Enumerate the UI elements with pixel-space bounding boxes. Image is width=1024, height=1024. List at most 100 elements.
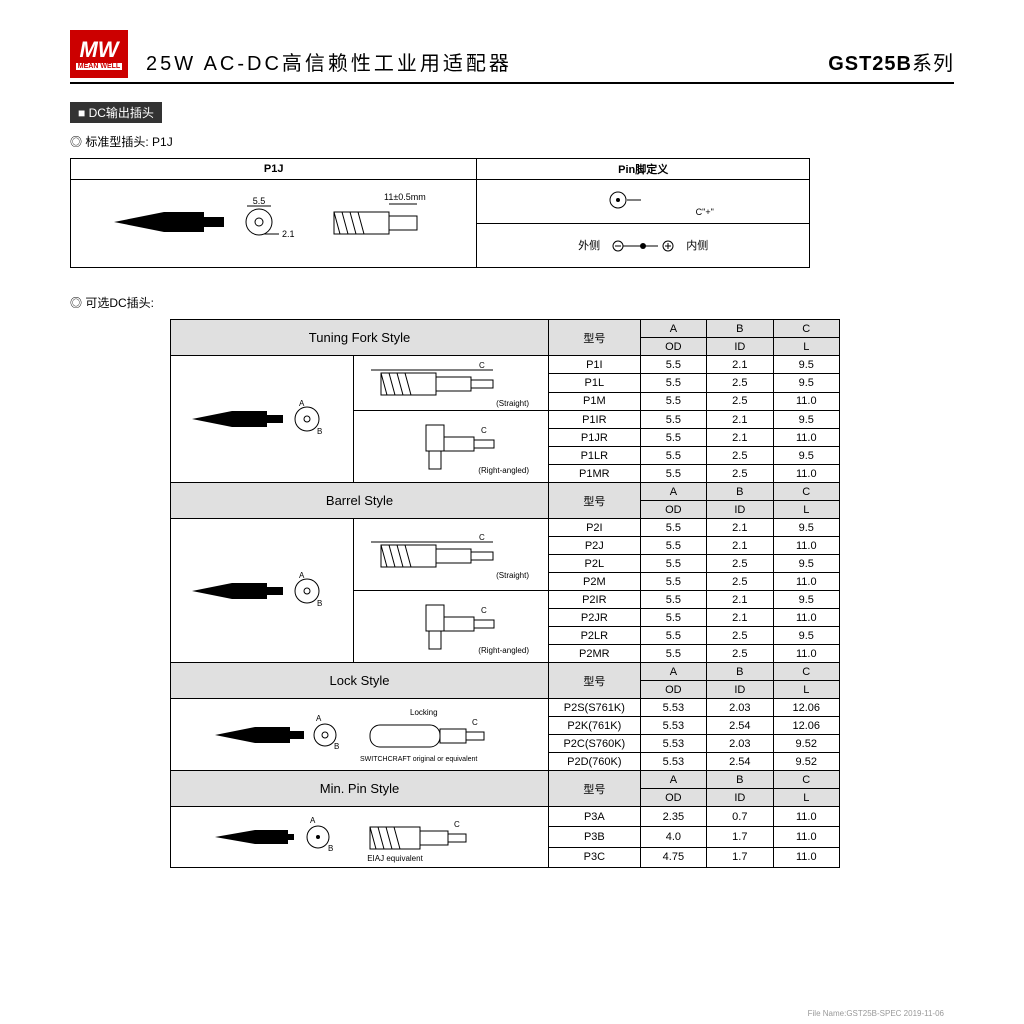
cell-model: P2JR	[549, 609, 641, 627]
footer-filename: File Name:GST25B-SPEC 2019-11-06	[808, 1009, 944, 1018]
cell-a: 5.5	[640, 374, 706, 392]
cell-c: 11.0	[773, 645, 839, 663]
col-l: L	[773, 681, 839, 699]
brand-logo: MW MEAN WELL	[70, 30, 128, 78]
p1j-hdr-right: Pin脚定义	[477, 159, 810, 180]
cell-b: 2.5	[707, 465, 773, 483]
svg-text:Locking: Locking	[410, 708, 438, 717]
cell-b: 2.54	[707, 753, 773, 771]
col-c: C	[773, 771, 839, 789]
cell-b: 2.5	[707, 374, 773, 392]
cell-c: 9.5	[773, 591, 839, 609]
svg-text:C: C	[479, 361, 485, 370]
cell-c: 9.5	[773, 447, 839, 465]
col-b: B	[707, 320, 773, 338]
cell-b: 2.1	[707, 519, 773, 537]
straight-drawing: C(Straight)	[354, 519, 549, 591]
cell-c: 11.0	[773, 392, 839, 410]
cell-b: 2.5	[707, 645, 773, 663]
cell-c: 11.0	[773, 573, 839, 591]
cell-a: 4.75	[640, 847, 706, 867]
col-a: A	[640, 483, 706, 501]
cell-c: 9.5	[773, 519, 839, 537]
svg-text:C: C	[479, 533, 485, 542]
svg-text:C: C	[472, 718, 478, 727]
cell-a: 5.5	[640, 645, 706, 663]
table-row: ABLockingCSWITCHCRAFT original or equiva…	[171, 699, 840, 717]
p1j-table: P1J Pin脚定义 5.5 2.1 11±0.5mm	[70, 158, 810, 268]
col-l: L	[773, 789, 839, 807]
col-od: OD	[640, 681, 706, 699]
lock-drawing: ABLockingCSWITCHCRAFT original or equiva…	[171, 699, 549, 771]
col-b: B	[707, 483, 773, 501]
cell-a: 2.35	[640, 807, 706, 827]
svg-text:SWITCHCRAFT original or equiva: SWITCHCRAFT original or equivalent	[360, 756, 477, 763]
svg-text:B: B	[334, 742, 339, 751]
p1j-hdr-left: P1J	[71, 159, 477, 180]
cell-a: 5.5	[640, 555, 706, 573]
cell-b: 2.5	[707, 392, 773, 410]
cell-c: 11.0	[773, 827, 839, 847]
cell-model: P1MR	[549, 465, 641, 483]
svg-text:EIAJ equivalent: EIAJ equivalent	[367, 854, 423, 863]
cell-a: 5.53	[640, 735, 706, 753]
svg-text:(Straight): (Straight)	[496, 399, 529, 408]
cell-model: P2M	[549, 573, 641, 591]
cell-c: 11.0	[773, 609, 839, 627]
cell-b: 1.7	[707, 847, 773, 867]
cell-b: 2.5	[707, 627, 773, 645]
cell-c: 11.0	[773, 847, 839, 867]
p1j-drawing-cell: 5.5 2.1 11±0.5mm	[71, 180, 477, 268]
style-header: Min. Pin Style	[171, 771, 549, 807]
cell-a: 5.5	[640, 356, 706, 374]
cell-model: P2IR	[549, 591, 641, 609]
optional-plug-label: 可选DC插头:	[70, 294, 954, 311]
svg-text:C: C	[481, 606, 487, 615]
col-c: C	[773, 483, 839, 501]
cell-model: P2I	[549, 519, 641, 537]
svg-text:(Right-angled): (Right-angled)	[478, 646, 529, 655]
cell-model: P2J	[549, 537, 641, 555]
straight-drawing: C (Straight)	[354, 356, 549, 411]
cell-model: P3B	[549, 827, 641, 847]
style-header: Barrel Style	[171, 483, 549, 519]
cell-b: 2.1	[707, 591, 773, 609]
plug-drawing: AB	[171, 356, 354, 483]
svg-text:B: B	[328, 844, 333, 853]
svg-text:A: A	[299, 399, 305, 408]
cell-a: 5.5	[640, 447, 706, 465]
cell-model: P2MR	[549, 645, 641, 663]
col-id: ID	[707, 789, 773, 807]
series-code: GST25B	[828, 53, 912, 75]
col-id: ID	[707, 681, 773, 699]
cell-b: 2.03	[707, 699, 773, 717]
cell-a: 5.5	[640, 609, 706, 627]
outside-label: 外侧	[578, 240, 600, 252]
right-angle-drawing: C (Right-angled)	[354, 591, 549, 663]
cell-c: 9.52	[773, 753, 839, 771]
svg-text:B: B	[317, 427, 322, 436]
table-row: ABCEIAJ equivalentP3A2.350.711.0	[171, 807, 840, 827]
cell-model: P3A	[549, 807, 641, 827]
inside-label: 内侧	[686, 240, 708, 252]
cell-c: 9.5	[773, 374, 839, 392]
page-title: 25W AC-DC高信赖性工业用适配器	[146, 47, 512, 76]
col-c: C	[773, 663, 839, 681]
cell-model: P2LR	[549, 627, 641, 645]
col-model: 型号	[549, 483, 641, 519]
col-a: A	[640, 320, 706, 338]
cell-model: P1IR	[549, 411, 641, 429]
cell-b: 2.1	[707, 429, 773, 447]
cell-a: 5.5	[640, 429, 706, 447]
series-label: GST25B系列	[828, 47, 954, 76]
cell-model: P1L	[549, 374, 641, 392]
cell-b: 2.5	[707, 573, 773, 591]
cell-b: 2.1	[707, 537, 773, 555]
center-pin-icon	[573, 185, 693, 215]
cell-b: 2.1	[707, 356, 773, 374]
cell-b: 2.5	[707, 555, 773, 573]
cell-model: P2C(S760K)	[549, 735, 641, 753]
cell-c: 11.0	[773, 465, 839, 483]
right-angle-drawing: C(Right-angled)	[354, 411, 549, 483]
style-header: Tuning Fork Style	[171, 320, 549, 356]
